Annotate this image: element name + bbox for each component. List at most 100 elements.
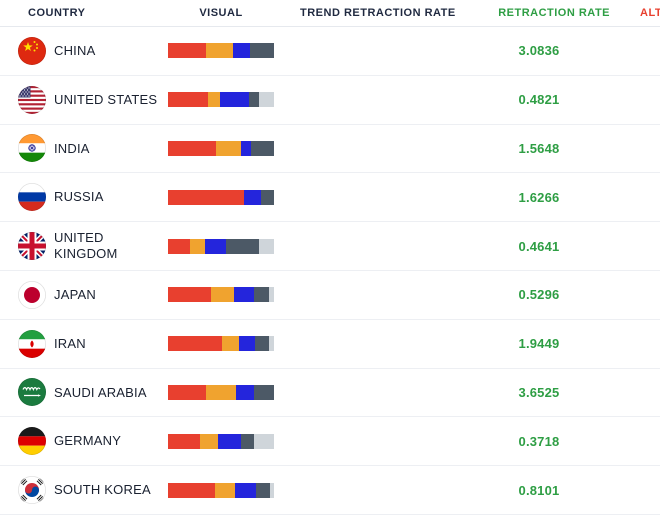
table-row[interactable]: GERMANY 0.3718	[0, 417, 660, 467]
visual-stacked-bar	[168, 43, 274, 59]
flag-cn-icon	[18, 36, 46, 65]
bar-segment-blue	[239, 336, 255, 352]
country-name: CHINA	[54, 43, 96, 59]
visual-stacked-bar	[168, 189, 274, 205]
table-row[interactable]: UNITED STATES 0.4821	[0, 76, 660, 125]
visual-stacked-bar	[168, 384, 274, 400]
bar-segment-dark	[254, 336, 269, 352]
country-cell: JAPAN	[0, 280, 168, 309]
visual-cell	[168, 189, 274, 205]
bar-segment-red	[168, 140, 216, 156]
bar-segment-red	[168, 482, 215, 498]
retraction-rate-value: 1.5648	[518, 140, 560, 156]
column-header-retraction-rate[interactable]: RETRACTION RATE	[498, 7, 610, 19]
country-cell: SOUTH KOREA	[0, 476, 168, 505]
visual-cell	[168, 287, 274, 303]
visual-cell	[168, 482, 274, 498]
bar-segment-orange	[199, 433, 218, 449]
table-row[interactable]: INDIA 1.5648	[0, 125, 660, 174]
visual-stacked-bar	[168, 238, 274, 254]
table-row[interactable]: SAUDI ARABIA 3.6525	[0, 369, 660, 418]
visual-cell	[168, 140, 274, 156]
visual-stacked-bar	[168, 482, 274, 498]
bar-segment-orange	[206, 43, 233, 59]
table-row[interactable]: CHINA 3.0836	[0, 27, 660, 76]
column-header-alt[interactable]: ALT	[640, 7, 660, 19]
bar-segment-blue	[233, 287, 254, 303]
bar-segment-light	[268, 287, 274, 303]
visual-stacked-bar	[168, 140, 274, 156]
bar-segment-blue	[241, 140, 251, 156]
bar-segment-red	[168, 384, 207, 400]
table-row[interactable]: RUSSIA 1.6266	[0, 173, 660, 223]
bar-segment-blue	[232, 43, 250, 59]
flag-sa-icon	[18, 378, 46, 407]
bar-segment-light	[253, 433, 274, 449]
retraction-rate-value: 3.6525	[518, 384, 560, 400]
table-row[interactable]: IRAN 1.9449	[0, 320, 660, 369]
country-name: INDIA	[54, 140, 90, 156]
retraction-rate-value: 3.0836	[518, 43, 560, 59]
bar-segment-orange	[211, 287, 234, 303]
bar-segment-blue	[205, 238, 227, 254]
bar-segment-dark	[253, 384, 274, 400]
retraction-rate-value: 1.9449	[518, 336, 560, 352]
visual-cell	[168, 238, 274, 254]
flag-de-icon	[18, 427, 46, 456]
country-cell: UNITED KINGDOM	[0, 230, 168, 261]
flag-us-icon	[18, 85, 46, 114]
country-cell: INDIA	[0, 134, 168, 163]
country-name: JAPAN	[54, 287, 96, 303]
bar-segment-red	[168, 287, 212, 303]
bar-segment-orange	[214, 482, 235, 498]
visual-stacked-bar	[168, 287, 274, 303]
bar-segment-red	[168, 433, 200, 449]
visual-stacked-bar	[168, 92, 274, 108]
bar-segment-dark	[226, 238, 260, 254]
table-body: CHINA 3.0836 UNITED STATES 0.4821 INDIA 1.564…	[0, 27, 660, 515]
column-header-trend-retraction-rate[interactable]: TREND RETRACTION RATE	[300, 7, 456, 19]
retraction-rate-value: 0.5296	[518, 287, 560, 303]
bar-segment-dark	[248, 92, 260, 108]
bar-segment-red	[168, 92, 209, 108]
table-row[interactable]: UNITED KINGDOM 0.4641	[0, 222, 660, 271]
bar-segment-orange	[215, 140, 242, 156]
table-row[interactable]: SOUTH KOREA 0.8101	[0, 466, 660, 515]
retraction-rate-value: 0.4641	[518, 238, 560, 254]
table-header: COUNTRY VISUAL TREND RETRACTION RATE RET…	[0, 0, 660, 27]
visual-cell	[168, 92, 274, 108]
bar-segment-dark	[250, 140, 274, 156]
bar-segment-red	[168, 238, 191, 254]
country-cell: GERMANY	[0, 427, 168, 456]
country-name: IRAN	[54, 335, 86, 351]
visual-cell	[168, 43, 274, 59]
flag-kr-icon	[18, 476, 46, 505]
bar-segment-blue	[217, 433, 242, 449]
flag-ir-icon	[18, 329, 46, 358]
bar-segment-orange	[208, 92, 220, 108]
bar-segment-orange	[222, 336, 239, 352]
country-name: SOUTH KOREA	[54, 482, 151, 498]
table-row[interactable]: JAPAN 0.5296	[0, 271, 660, 320]
retraction-rate-value: 1.6266	[518, 189, 560, 205]
bar-segment-dark	[261, 189, 274, 205]
bar-segment-red	[168, 43, 207, 59]
country-cell: CHINA	[0, 36, 168, 65]
bar-segment-red	[168, 189, 245, 205]
visual-cell	[168, 433, 274, 449]
country-name: RUSSIA	[54, 189, 104, 205]
retraction-rate-value: 0.3718	[518, 433, 560, 449]
bar-segment-blue	[235, 384, 254, 400]
bar-segment-blue	[219, 92, 249, 108]
country-cell: UNITED STATES	[0, 85, 168, 114]
bar-segment-light	[269, 482, 274, 498]
bar-segment-dark	[255, 482, 270, 498]
visual-stacked-bar	[168, 336, 274, 352]
flag-jp-icon	[18, 280, 46, 309]
country-name: UNITED KINGDOM	[54, 230, 118, 262]
bar-segment-light	[259, 238, 274, 254]
column-header-country[interactable]: COUNTRY	[28, 7, 86, 19]
column-header-visual[interactable]: VISUAL	[199, 7, 243, 19]
country-name: UNITED STATES	[54, 91, 158, 107]
